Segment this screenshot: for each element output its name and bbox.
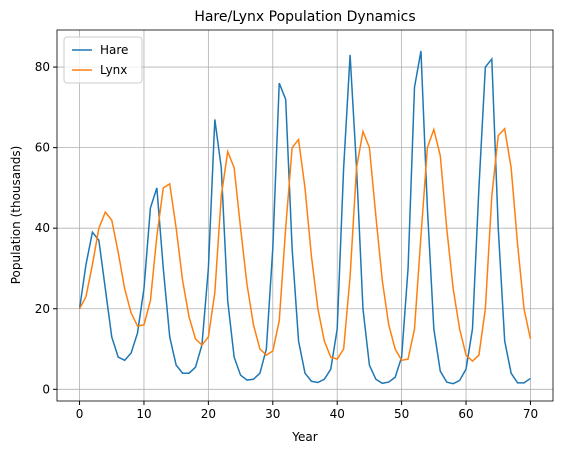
legend-box [63,36,143,84]
plot-frame [56,29,554,402]
chart-title: Hare/Lynx Population Dynamics [194,9,415,25]
y-tick-label: 20 [35,302,50,316]
y-tick-label: 0 [42,382,50,396]
y-tick-label: 40 [35,221,50,235]
line [78,50,531,385]
y-axis-label: Population (thousands) [9,146,23,285]
x-tick-label: 0 [76,407,84,421]
y-tick-label: 80 [35,60,50,74]
line [78,126,532,363]
y-tick-label: 60 [35,141,50,155]
x-tick-label: 10 [136,407,151,421]
x-tick-label: 70 [523,407,538,421]
x-tick-label: 30 [265,407,280,421]
legend-label: Hare [100,43,128,57]
x-tick-label: 60 [458,407,473,421]
x-tick-label: 20 [201,407,216,421]
x-axis-label: Year [291,430,317,444]
x-tick-label: 40 [330,407,345,421]
x-tick-label: 50 [394,407,409,421]
legend-label: Lynx [100,63,127,77]
